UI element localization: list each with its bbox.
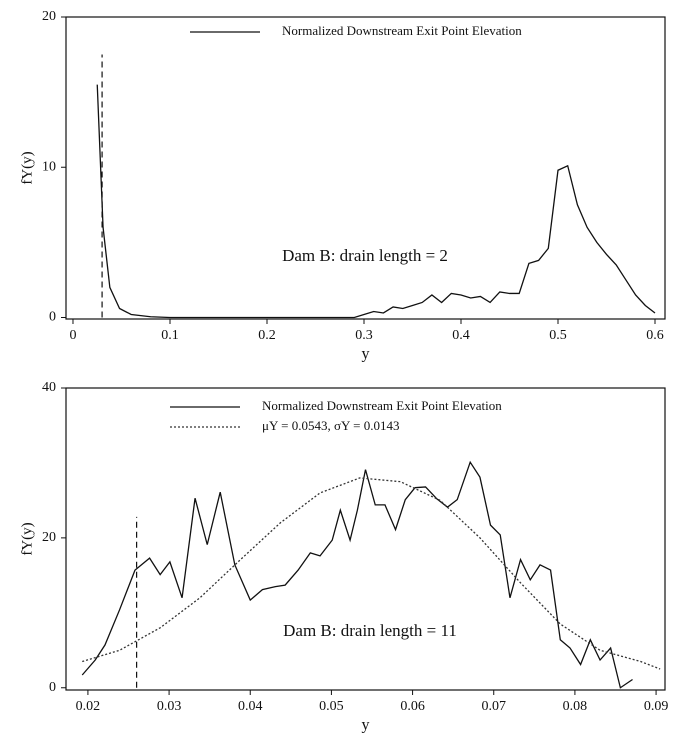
y-tick-label: 20 [42, 530, 56, 545]
y-tick-label: 40 [42, 380, 56, 395]
y-tick-label: 20 [42, 9, 56, 24]
x-tick-label: 0.4 [452, 328, 470, 343]
x-tick-label: 0.1 [161, 328, 179, 343]
y-axis-label: fY(y) [19, 151, 35, 184]
x-tick-label: 0.08 [563, 699, 588, 714]
x-tick-label: 0.03 [157, 699, 182, 714]
plot-frame [65, 387, 666, 691]
legend-label: Normalized Downstream Exit Point Elevati… [262, 398, 502, 413]
y-tick-label: 0 [49, 680, 56, 695]
data-line [96, 84, 656, 319]
x-tick-label: 0 [69, 328, 76, 343]
data-line [81, 460, 633, 689]
data-line [82, 477, 661, 670]
x-tick-label: 0.2 [258, 328, 276, 343]
plot-frame [65, 16, 666, 320]
y-tick-label: 10 [42, 159, 56, 174]
x-tick-label: 0.04 [238, 699, 263, 714]
x-axis-label: y [362, 346, 370, 363]
legend-label: μY = 0.0543, σY = 0.0143 [262, 418, 399, 433]
x-tick-label: 0.3 [355, 328, 373, 343]
legend-label: Normalized Downstream Exit Point Elevati… [282, 23, 522, 38]
x-tick-label: 0.05 [319, 699, 344, 714]
y-tick-label: 0 [49, 310, 56, 325]
annotation: Dam B: drain length = 2 [282, 246, 448, 265]
x-tick-label: 0.09 [644, 699, 669, 714]
y-axis-label: fY(y) [19, 522, 35, 555]
x-tick-label: 0.06 [400, 699, 425, 714]
x-tick-label: 0.02 [76, 699, 101, 714]
annotation: Dam B: drain length = 11 [283, 621, 457, 640]
x-tick-label: 0.07 [481, 699, 506, 714]
x-axis-label: y [362, 717, 370, 734]
x-tick-label: 0.5 [549, 328, 567, 343]
x-tick-label: 0.6 [646, 328, 664, 343]
